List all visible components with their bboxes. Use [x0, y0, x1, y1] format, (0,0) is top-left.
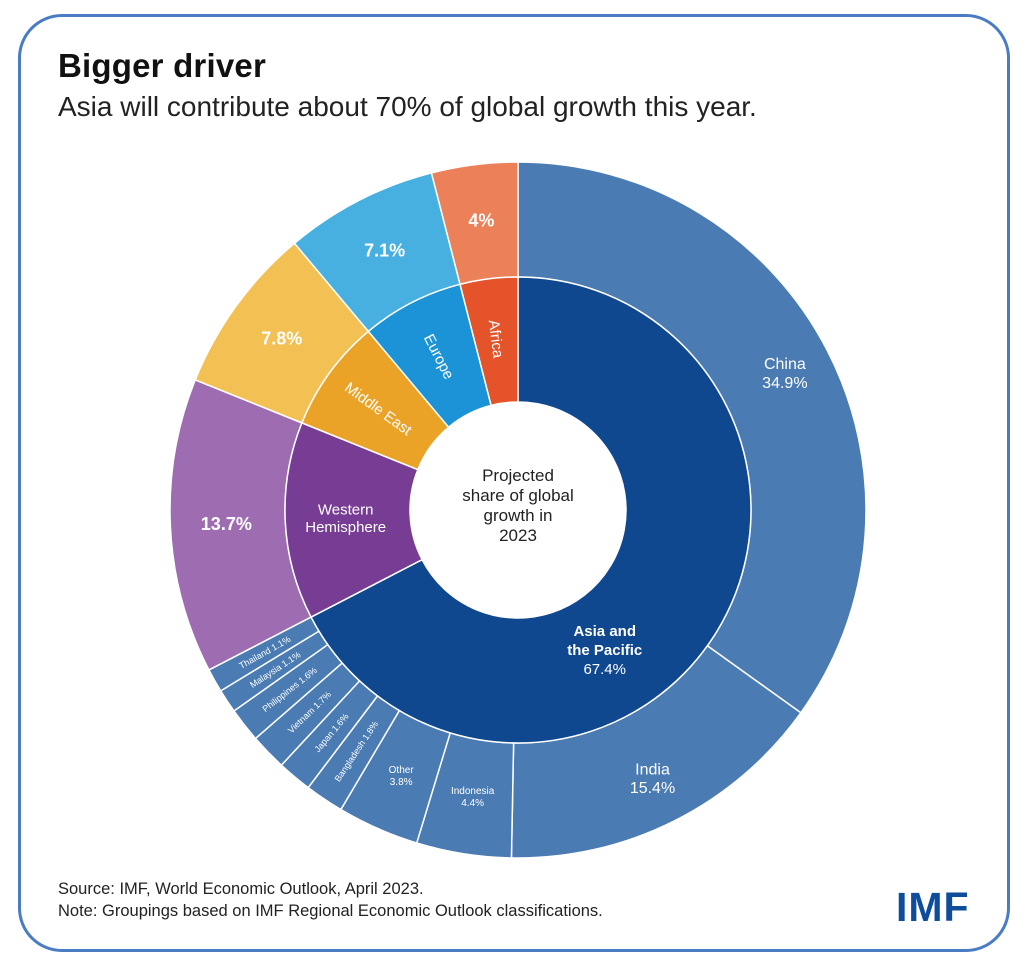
inner-ring [284, 276, 752, 744]
source-note: Source: IMF, World Economic Outlook, Apr… [58, 878, 603, 922]
note-line: Note: Groupings based on IMF Regional Ec… [58, 902, 603, 920]
label-indonesia: Indonesia 4.4% [451, 786, 495, 809]
outer-value-africa: 4% [468, 211, 494, 231]
inner-label-western-hemisphere: Western Hemisphere [305, 502, 386, 537]
inner-label-africa: Africa [485, 319, 507, 360]
center-hole [411, 403, 625, 617]
imf-logo: IMF [896, 884, 970, 930]
inner-slice-western-hemisphere [284, 421, 424, 619]
label-india: India 15.4% [630, 761, 675, 797]
outer-value-middle-east: 7.8% [261, 329, 302, 349]
chart-subtitle: Asia will contribute about 70% of global… [58, 91, 757, 122]
source-line: Source: IMF, World Economic Outlook, Apr… [58, 880, 424, 898]
inner-slice-asia-and-the-pacific [310, 276, 752, 744]
outer-value-europe: 7.1% [364, 241, 405, 261]
inner-label-asia-and-the-pacific: Asia and the Pacific 67.4% [567, 623, 642, 678]
center-label: Projected share of global growth in 2023 [462, 466, 574, 545]
chart-title: Bigger driver [58, 47, 266, 84]
label-other: Other 3.8% [389, 765, 415, 788]
inner-slice-africa [459, 276, 519, 407]
label-china: China 34.9% [762, 356, 807, 392]
outer-value-western-hemisphere: 13.7% [201, 514, 252, 534]
